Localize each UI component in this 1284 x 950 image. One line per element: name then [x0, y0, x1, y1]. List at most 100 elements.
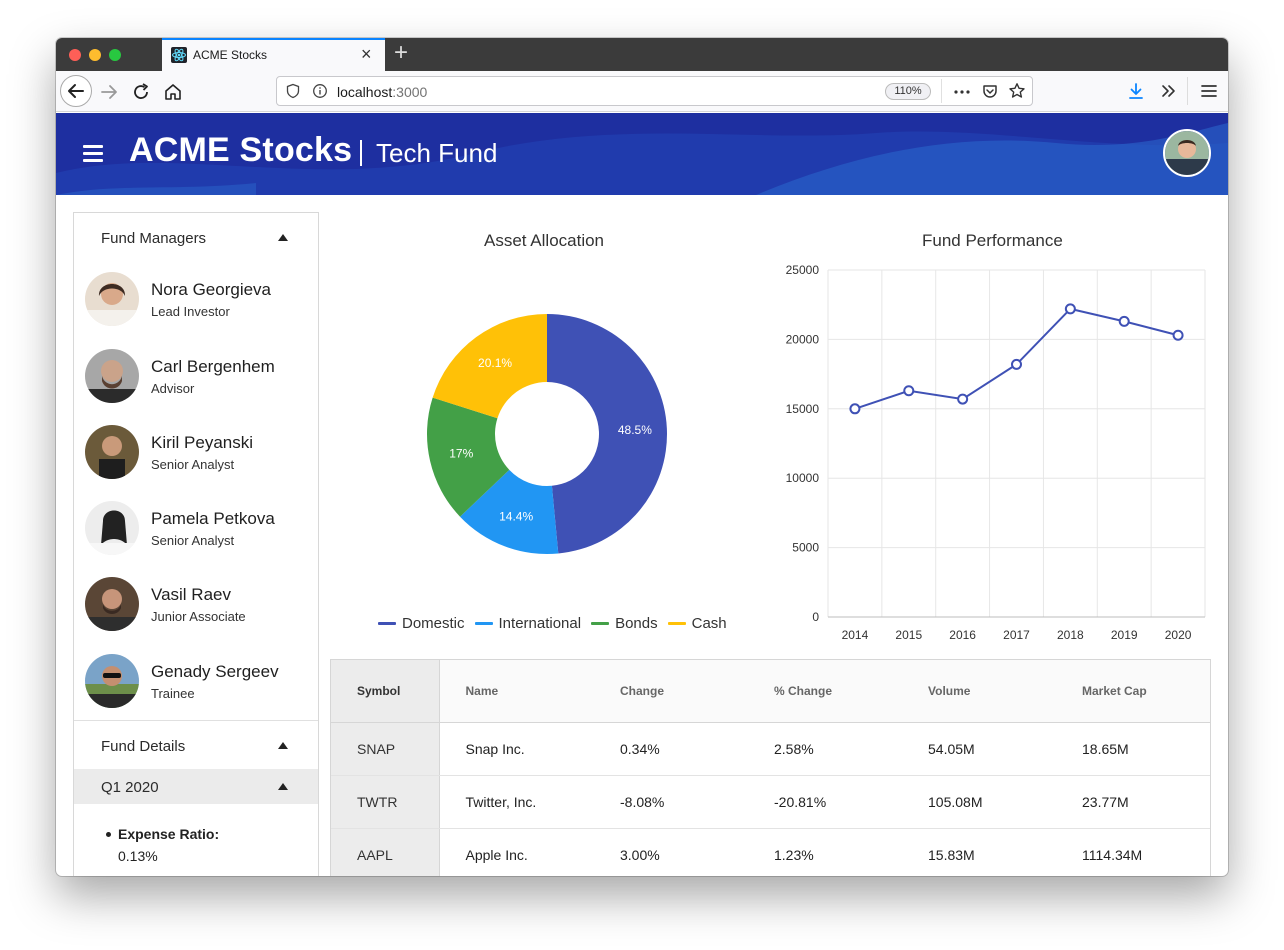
- manager-name: Vasil Raev: [151, 585, 231, 605]
- data-point[interactable]: [1012, 360, 1021, 369]
- cell-pct-change: 1.23%: [748, 828, 902, 876]
- quarter-title: Q1 2020: [101, 779, 159, 796]
- avatar: [85, 349, 139, 403]
- cell-name: Apple Inc.: [439, 828, 594, 876]
- manager-item[interactable]: Carl Bergenhem Advisor: [74, 341, 318, 417]
- cell-volume: 105.08M: [902, 775, 1056, 828]
- manager-role: Senior Analyst: [151, 533, 234, 548]
- zoom-level-badge[interactable]: 110%: [885, 83, 931, 100]
- pocket-icon[interactable]: [981, 83, 999, 101]
- cell-market-cap: 23.77M: [1056, 775, 1211, 828]
- app-header: ACME Stocks Tech Fund: [56, 113, 1228, 195]
- bookmark-star-icon[interactable]: [1008, 82, 1026, 100]
- fund-performance-chart: 25000 20000 15000 10000 5000 0 2014 2015 2016 201…: [771, 260, 1216, 650]
- quarter-header[interactable]: Q1 2020: [74, 769, 318, 804]
- cell-volume: 54.05M: [902, 722, 1056, 775]
- manager-role: Junior Associate: [151, 609, 246, 624]
- manager-item[interactable]: Genady Sergeev Trainee: [74, 646, 318, 722]
- column-header-pct-change[interactable]: % Change: [748, 660, 902, 722]
- minimize-window-button[interactable]: [89, 49, 101, 61]
- avatar: [85, 272, 139, 326]
- cell-volume: 15.83M: [902, 828, 1056, 876]
- manager-item[interactable]: Kiril Peyanski Senior Analyst: [74, 417, 318, 493]
- cell-name: Snap Inc.: [439, 722, 594, 775]
- asset-allocation-title: Asset Allocation: [484, 231, 604, 251]
- cell-change: 0.34%: [594, 722, 748, 775]
- hamburger-menu-icon[interactable]: [83, 145, 103, 162]
- fund-managers-header[interactable]: Fund Managers: [74, 213, 318, 261]
- y-tick-label: 5000: [792, 541, 819, 555]
- cell-market-cap: 1114.34M: [1056, 828, 1211, 876]
- data-point[interactable]: [1120, 317, 1129, 326]
- column-header-market-cap[interactable]: Market Cap: [1056, 660, 1211, 722]
- detail-item: Minimum Investment:: [118, 873, 308, 876]
- legend-item-cash[interactable]: Cash: [668, 615, 727, 632]
- series-line: [855, 309, 1178, 409]
- forward-icon[interactable]: [98, 81, 120, 103]
- data-point[interactable]: [958, 395, 967, 404]
- data-point[interactable]: [850, 404, 859, 413]
- manager-name: Carl Bergenhem: [151, 357, 275, 377]
- back-button[interactable]: [60, 75, 92, 107]
- manager-name: Kiril Peyanski: [151, 433, 253, 453]
- more-actions-icon[interactable]: [953, 84, 971, 100]
- cell-pct-change: 2.58%: [748, 722, 902, 775]
- data-point[interactable]: [904, 386, 913, 395]
- table-row[interactable]: TWTR Twitter, Inc. -8.08% -20.81% 105.08…: [331, 775, 1211, 828]
- shield-icon[interactable]: [285, 83, 301, 99]
- info-icon[interactable]: [312, 83, 328, 99]
- manager-role: Trainee: [151, 686, 195, 701]
- manager-name: Nora Georgieva: [151, 280, 271, 300]
- legend-item-bonds[interactable]: Bonds: [591, 615, 658, 632]
- fund-details-header[interactable]: Fund Details: [74, 721, 318, 769]
- legend-swatch: [668, 622, 686, 625]
- legend-label: International: [499, 615, 582, 632]
- legend-label: Bonds: [615, 615, 658, 632]
- close-window-button[interactable]: [69, 49, 81, 61]
- tab-close-icon[interactable]: ×: [361, 45, 372, 63]
- asset-allocation-chart: 48.5%14.4%17%20.1%: [406, 293, 688, 575]
- legend-item-international[interactable]: International: [475, 615, 582, 632]
- table-row[interactable]: SNAP Snap Inc. 0.34% 2.58% 54.05M 18.65M: [331, 722, 1211, 775]
- x-tick-label: 2016: [949, 628, 976, 642]
- manager-role: Advisor: [151, 381, 194, 396]
- download-icon[interactable]: [1126, 81, 1146, 101]
- url-bar[interactable]: localhost:3000 110%: [276, 76, 1033, 106]
- legend-item-domestic[interactable]: Domestic: [378, 615, 465, 632]
- user-avatar-image: [1165, 131, 1209, 175]
- table-row[interactable]: AAPL Apple Inc. 3.00% 1.23% 15.83M 1114.…: [331, 828, 1211, 876]
- app-menu-icon[interactable]: [1199, 81, 1219, 101]
- column-header-symbol[interactable]: Symbol: [331, 660, 439, 722]
- column-header-change[interactable]: Change: [594, 660, 748, 722]
- overflow-chevron-icon[interactable]: [1159, 81, 1179, 101]
- pie-label: 48.5%: [618, 423, 652, 437]
- cell-symbol: TWTR: [331, 775, 439, 828]
- data-point[interactable]: [1066, 304, 1075, 313]
- browser-tab[interactable]: ACME Stocks ×: [162, 38, 385, 71]
- fund-performance-title: Fund Performance: [922, 231, 1063, 251]
- manager-item[interactable]: Vasil Raev Junior Associate: [74, 569, 318, 645]
- y-tick-label: 15000: [786, 402, 820, 416]
- reload-icon[interactable]: [130, 81, 152, 103]
- column-header-name[interactable]: Name: [439, 660, 594, 722]
- cell-pct-change: -20.81%: [748, 775, 902, 828]
- detail-label: Expense Ratio:: [118, 826, 219, 842]
- grid-header-row: Symbol Name Change % Change Volume Marke…: [331, 660, 1211, 722]
- manager-item[interactable]: Pamela Petkova Senior Analyst: [74, 493, 318, 569]
- x-tick-label: 2015: [895, 628, 922, 642]
- pie-label: 20.1%: [478, 356, 512, 370]
- y-tick-label: 0: [812, 610, 819, 624]
- new-tab-icon[interactable]: +: [394, 40, 408, 66]
- react-icon: [171, 47, 187, 63]
- zoom-window-button[interactable]: [109, 49, 121, 61]
- url-text[interactable]: localhost:3000: [337, 84, 427, 100]
- detail-value: 0.13%: [118, 848, 158, 864]
- user-avatar[interactable]: [1163, 129, 1211, 177]
- column-header-volume[interactable]: Volume: [902, 660, 1056, 722]
- manager-item[interactable]: Nora Georgieva Lead Investor: [74, 264, 318, 340]
- legend-swatch: [378, 622, 396, 625]
- home-icon[interactable]: [162, 81, 184, 103]
- data-point[interactable]: [1174, 331, 1183, 340]
- x-tick-label: 2019: [1111, 628, 1138, 642]
- cell-change: -8.08%: [594, 775, 748, 828]
